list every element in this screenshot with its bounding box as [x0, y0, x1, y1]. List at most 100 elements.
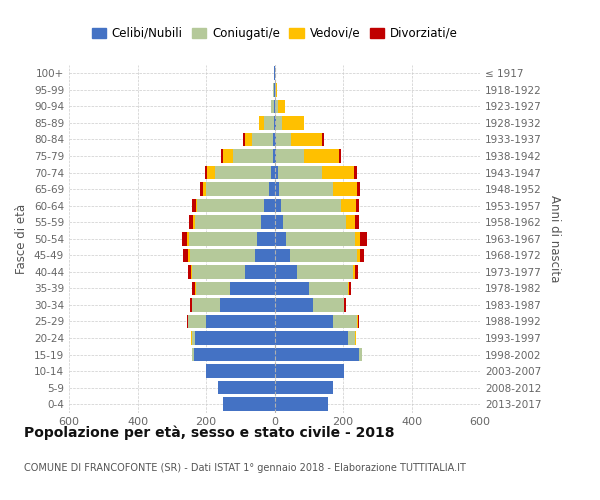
- Bar: [244, 132, 245, 146]
- Bar: [275, 166, 278, 179]
- Bar: [215, 166, 271, 179]
- Bar: [283, 116, 304, 130]
- Bar: [254, 248, 275, 262]
- Bar: [278, 100, 285, 113]
- Bar: [275, 100, 278, 113]
- Bar: [346, 216, 355, 229]
- Bar: [334, 182, 357, 196]
- Bar: [220, 298, 275, 312]
- Bar: [257, 232, 275, 245]
- Bar: [360, 248, 364, 262]
- Bar: [275, 149, 276, 163]
- Bar: [297, 265, 353, 278]
- Bar: [182, 232, 187, 245]
- Bar: [193, 216, 194, 229]
- Bar: [188, 265, 191, 278]
- Bar: [356, 199, 359, 212]
- Bar: [263, 116, 274, 130]
- Bar: [188, 248, 190, 262]
- Bar: [348, 282, 349, 295]
- Bar: [206, 314, 275, 328]
- Bar: [281, 199, 341, 212]
- Bar: [304, 149, 338, 163]
- Bar: [338, 149, 341, 163]
- Bar: [233, 149, 273, 163]
- Bar: [207, 166, 215, 179]
- Bar: [275, 265, 297, 278]
- Bar: [291, 132, 322, 146]
- Bar: [192, 348, 194, 362]
- Bar: [349, 282, 351, 295]
- Text: Popolazione per età, sesso e stato civile - 2018: Popolazione per età, sesso e stato civil…: [24, 426, 395, 440]
- Bar: [197, 199, 264, 212]
- Bar: [264, 199, 275, 212]
- Bar: [359, 348, 362, 362]
- Bar: [348, 332, 355, 345]
- Bar: [187, 314, 188, 328]
- Bar: [275, 364, 344, 378]
- Bar: [194, 216, 262, 229]
- Bar: [259, 116, 263, 130]
- Bar: [183, 248, 188, 262]
- Bar: [275, 182, 278, 196]
- Bar: [356, 182, 360, 196]
- Bar: [195, 282, 196, 295]
- Bar: [230, 282, 275, 295]
- Bar: [275, 381, 333, 394]
- Bar: [275, 398, 328, 411]
- Y-axis label: Fasce di età: Fasce di età: [16, 204, 28, 274]
- Text: Maschi: Maschi: [0, 499, 1, 500]
- Bar: [188, 314, 206, 328]
- Bar: [195, 332, 275, 345]
- Bar: [322, 132, 324, 146]
- Bar: [190, 248, 254, 262]
- Bar: [191, 265, 193, 278]
- Bar: [223, 149, 233, 163]
- Bar: [189, 232, 257, 245]
- Bar: [275, 216, 283, 229]
- Bar: [206, 364, 275, 378]
- Bar: [334, 314, 358, 328]
- Bar: [275, 116, 283, 130]
- Bar: [355, 216, 359, 229]
- Bar: [196, 282, 230, 295]
- Bar: [275, 232, 286, 245]
- Bar: [273, 149, 275, 163]
- Bar: [192, 282, 195, 295]
- Bar: [275, 314, 334, 328]
- Bar: [353, 265, 355, 278]
- Bar: [275, 248, 290, 262]
- Bar: [192, 298, 220, 312]
- Bar: [354, 166, 357, 179]
- Bar: [275, 332, 348, 345]
- Bar: [283, 216, 346, 229]
- Bar: [221, 149, 223, 163]
- Text: Femmine: Femmine: [0, 499, 1, 500]
- Bar: [203, 182, 206, 196]
- Bar: [274, 116, 275, 130]
- Legend: Celibi/Nubili, Coniugati/e, Vedovi/e, Divorziati/e: Celibi/Nubili, Coniugati/e, Vedovi/e, Di…: [87, 22, 462, 44]
- Bar: [356, 248, 360, 262]
- Bar: [271, 100, 274, 113]
- Bar: [341, 199, 356, 212]
- Text: COMUNE DI FRANCOFONTE (SR) - Dati ISTAT 1° gennaio 2018 - Elaborazione TUTTITALI: COMUNE DI FRANCOFONTE (SR) - Dati ISTAT …: [24, 463, 466, 473]
- Bar: [206, 182, 269, 196]
- Y-axis label: Anni di nascita: Anni di nascita: [548, 195, 561, 282]
- Bar: [322, 166, 354, 179]
- Bar: [252, 132, 274, 146]
- Bar: [275, 199, 281, 212]
- Bar: [274, 132, 275, 146]
- Bar: [313, 298, 344, 312]
- Bar: [196, 199, 197, 212]
- Bar: [271, 166, 275, 179]
- Bar: [189, 216, 193, 229]
- Bar: [205, 166, 207, 179]
- Bar: [262, 216, 275, 229]
- Bar: [355, 332, 356, 345]
- Bar: [223, 398, 275, 411]
- Bar: [355, 232, 361, 245]
- Bar: [275, 298, 313, 312]
- Bar: [192, 199, 196, 212]
- Bar: [190, 298, 192, 312]
- Bar: [245, 265, 275, 278]
